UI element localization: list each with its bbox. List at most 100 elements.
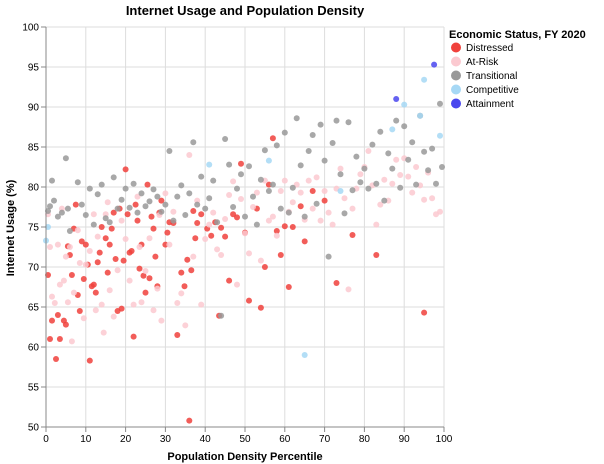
data-point (401, 123, 408, 130)
data-point (297, 189, 304, 196)
y-tick-label: 85 (28, 143, 40, 154)
data-point (253, 221, 260, 228)
gridlines (45, 26, 445, 428)
data-point (321, 188, 328, 194)
data-point (66, 244, 73, 250)
data-point (413, 164, 420, 170)
data-point (118, 217, 125, 224)
data-point (146, 235, 153, 242)
data-point (144, 181, 151, 188)
data-point (301, 352, 308, 358)
legend-swatch (451, 42, 461, 53)
data-point (136, 265, 143, 272)
data-point (365, 185, 372, 192)
data-point (104, 199, 111, 206)
data-point (329, 140, 336, 146)
data-point (128, 248, 135, 254)
data-point (349, 205, 356, 212)
data-point (49, 177, 55, 184)
data-point (341, 195, 348, 202)
data-point (273, 228, 280, 234)
data-point (341, 210, 348, 217)
data-point (58, 209, 65, 216)
data-point (357, 171, 364, 178)
data-point (62, 321, 69, 328)
legend-item: Distressed (451, 42, 513, 54)
data-point (309, 132, 316, 138)
data-point (72, 201, 79, 208)
data-point (110, 313, 117, 320)
data-point (126, 204, 133, 211)
data-point (289, 184, 296, 191)
data-point (134, 193, 141, 200)
legend-swatch (451, 98, 461, 109)
data-point (154, 193, 161, 200)
legend-label: Attainment (466, 99, 514, 110)
data-point (106, 287, 113, 294)
data-point (47, 244, 53, 250)
data-point (186, 417, 193, 424)
data-point (78, 238, 85, 245)
data-point (174, 300, 181, 306)
data-point (170, 208, 177, 215)
data-point (357, 179, 364, 186)
data-point (421, 309, 428, 316)
data-point (80, 315, 87, 322)
data-point (381, 176, 388, 183)
data-point (47, 203, 53, 210)
data-point (293, 115, 300, 122)
y-tick-label: 55 (28, 383, 40, 394)
data-point (170, 217, 177, 224)
data-point (385, 150, 392, 157)
data-point (146, 198, 153, 205)
x-tick-label: 70 (319, 434, 331, 445)
data-point (257, 176, 264, 183)
data-point (92, 289, 99, 296)
data-point (246, 250, 252, 257)
data-point (190, 139, 197, 146)
data-point (206, 161, 213, 168)
data-point (49, 317, 55, 324)
y-tick-label: 70 (28, 263, 40, 274)
data-point (60, 277, 67, 284)
data-point (194, 201, 201, 208)
data-point (222, 216, 229, 222)
data-point (86, 248, 93, 254)
data-point (198, 173, 205, 180)
data-point (214, 219, 221, 226)
data-point (281, 129, 288, 136)
data-point (317, 121, 324, 128)
data-point (98, 181, 105, 188)
data-point (230, 178, 237, 185)
data-point (132, 201, 139, 208)
legend-label: Distressed (466, 43, 513, 54)
data-point (238, 196, 244, 202)
data-point (78, 201, 85, 208)
data-point (181, 283, 188, 290)
data-point (186, 152, 193, 158)
data-point (134, 209, 141, 216)
data-point (439, 164, 445, 170)
data-point (301, 238, 308, 245)
data-point (136, 244, 143, 250)
data-point (265, 188, 272, 194)
data-point (130, 180, 137, 187)
data-point (182, 322, 189, 329)
y-tick-label: 80 (28, 183, 40, 194)
data-point (234, 281, 240, 288)
x-tick-label: 100 (436, 434, 453, 445)
data-point (226, 277, 233, 284)
data-point (210, 209, 217, 216)
data-point (277, 252, 284, 258)
data-point (68, 338, 75, 345)
data-point (178, 290, 185, 297)
data-point (142, 203, 149, 210)
data-point (253, 189, 260, 196)
data-point (62, 253, 69, 260)
data-point (174, 332, 181, 338)
data-point (162, 190, 169, 197)
data-point (377, 128, 384, 135)
data-point (162, 201, 169, 208)
